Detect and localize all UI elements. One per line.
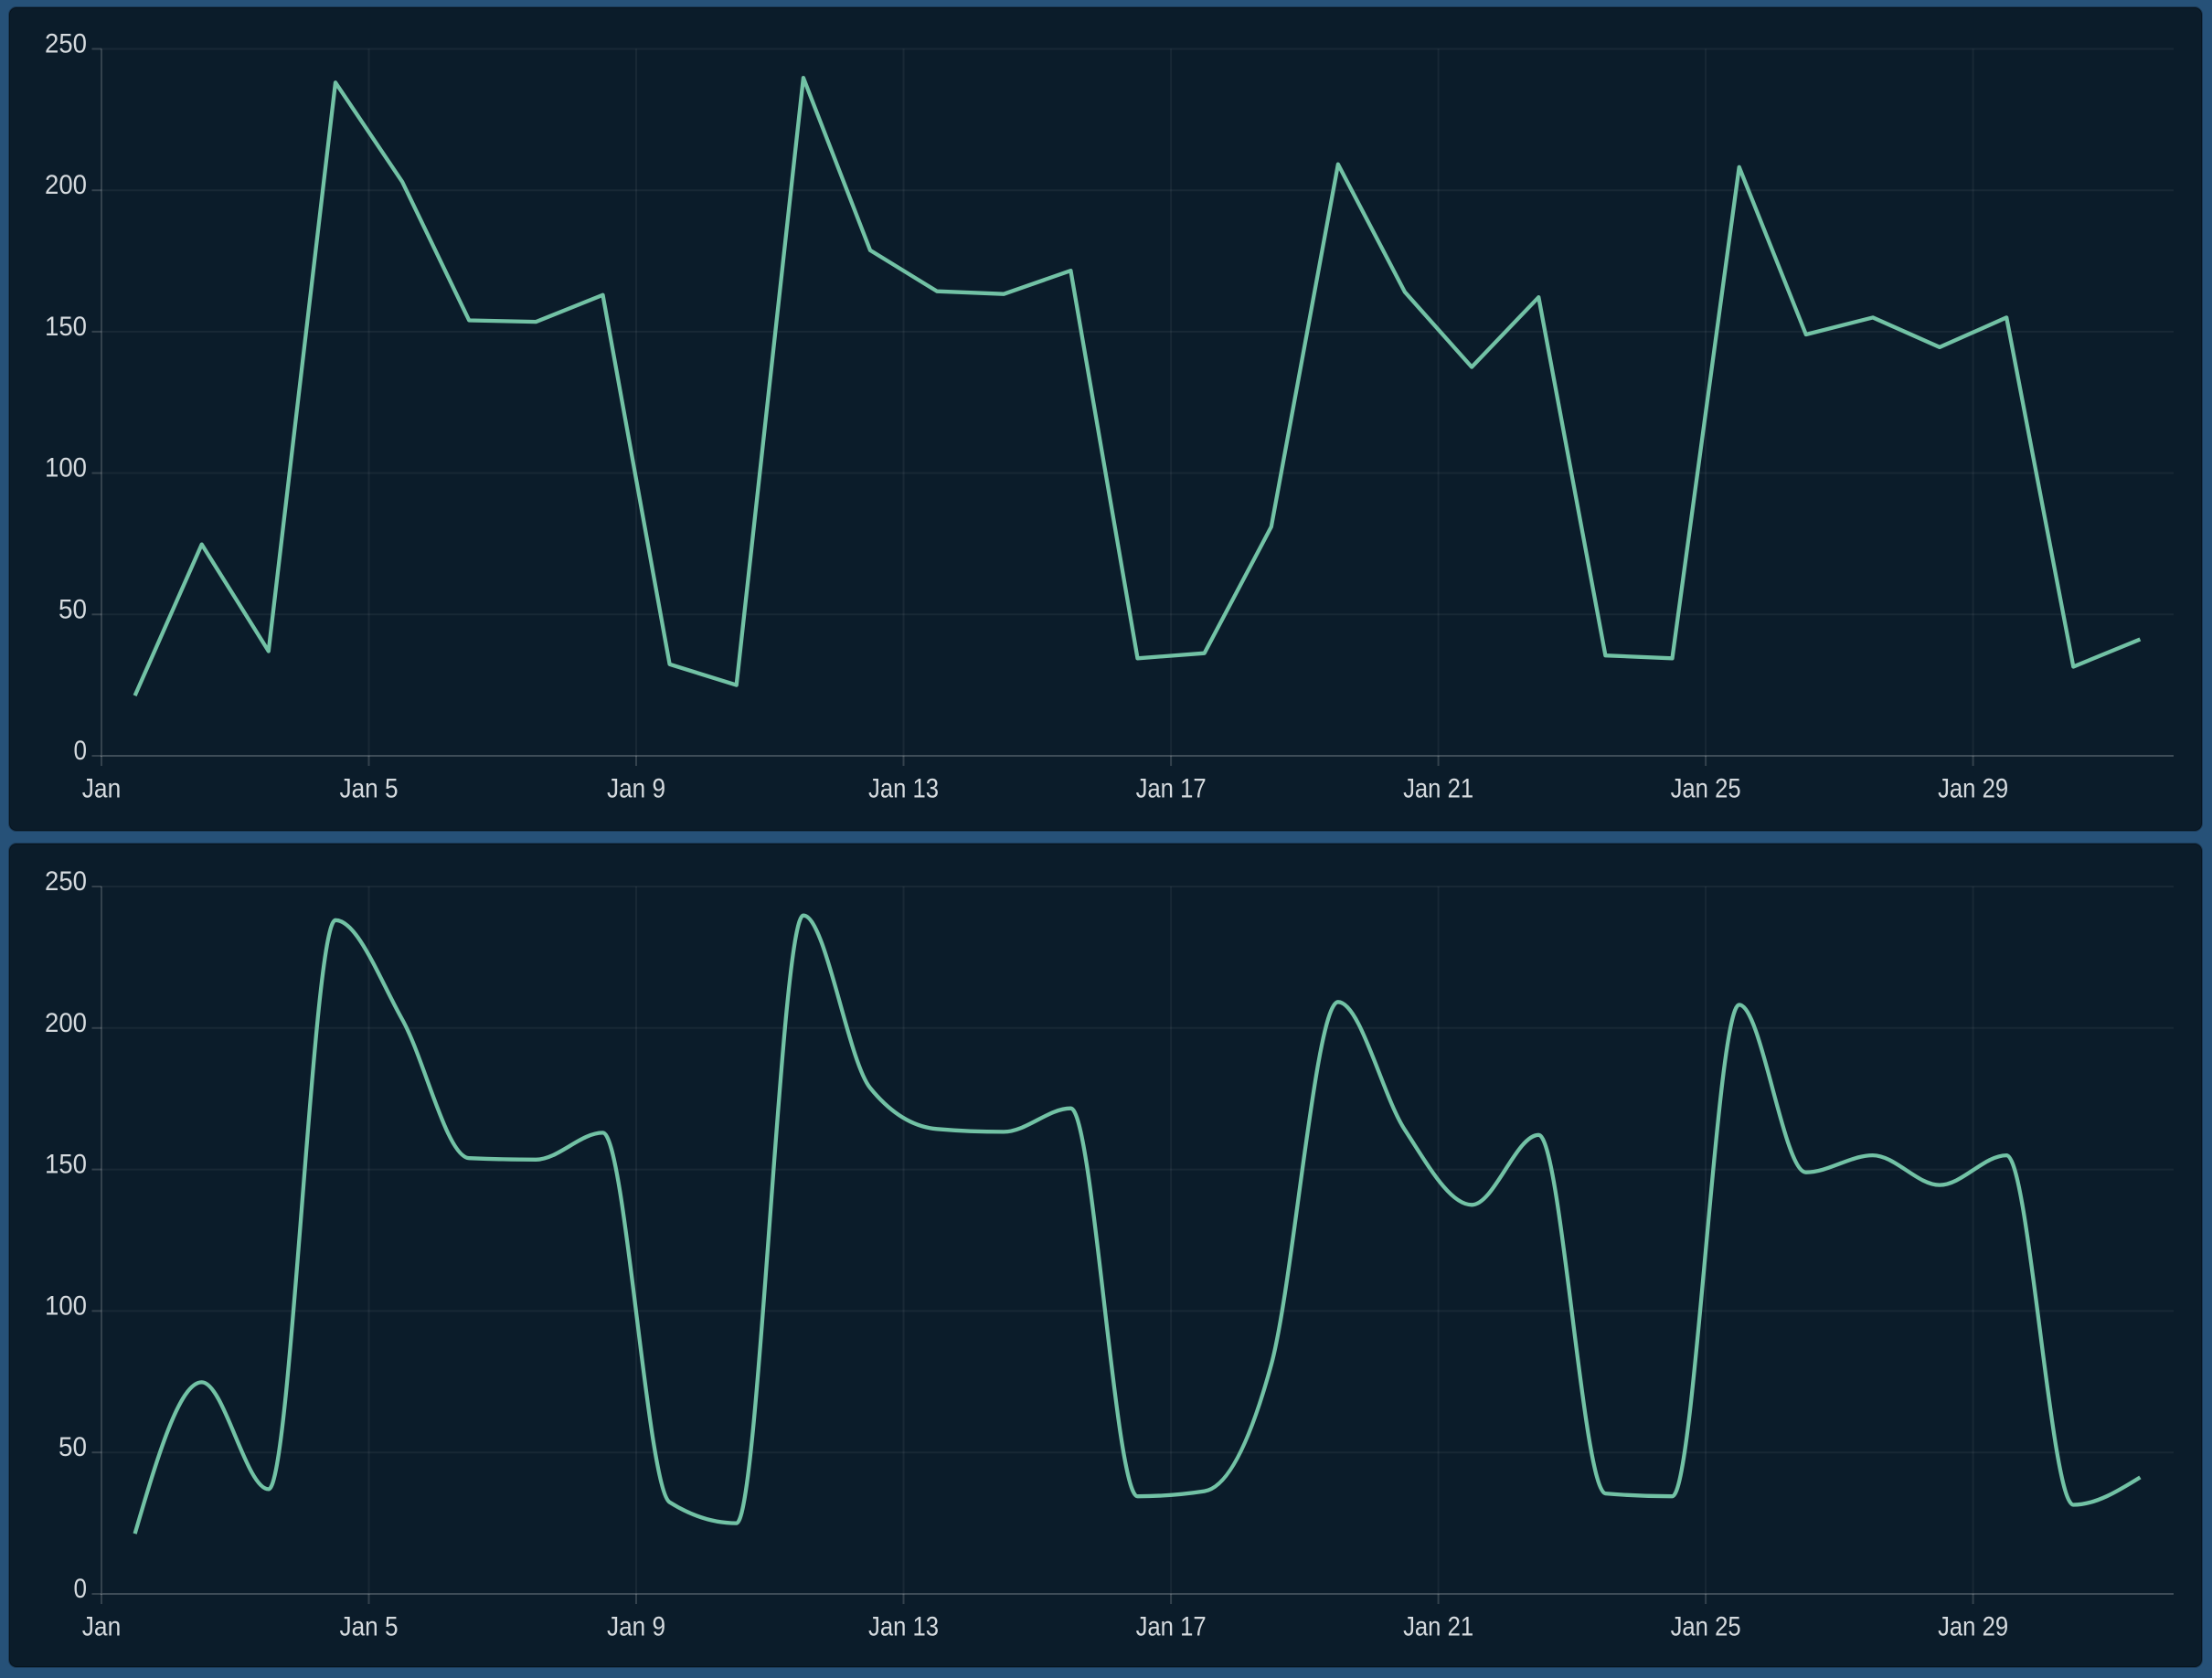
svg-text:Jan 5: Jan 5	[340, 774, 399, 804]
svg-text:Jan 25: Jan 25	[1671, 774, 1741, 804]
svg-text:Jan 5: Jan 5	[340, 1612, 399, 1642]
svg-text:200: 200	[45, 170, 87, 200]
svg-text:Jan 21: Jan 21	[1403, 1612, 1473, 1642]
svg-text:Jan 9: Jan 9	[607, 1612, 665, 1642]
svg-text:50: 50	[58, 1432, 87, 1462]
svg-text:100: 100	[45, 453, 87, 483]
svg-text:0: 0	[74, 1574, 88, 1604]
svg-text:Jan 29: Jan 29	[1938, 1612, 2008, 1642]
svg-text:150: 150	[45, 1150, 87, 1180]
svg-text:Jan 13: Jan 13	[868, 774, 939, 804]
svg-text:Jan 29: Jan 29	[1938, 774, 2008, 804]
svg-text:Jan: Jan	[82, 774, 122, 804]
svg-text:Jan 13: Jan 13	[868, 1612, 939, 1642]
svg-text:Jan 21: Jan 21	[1403, 774, 1473, 804]
svg-text:Jan: Jan	[82, 1612, 122, 1642]
svg-text:Jan 17: Jan 17	[1136, 774, 1207, 804]
svg-text:250: 250	[45, 29, 87, 59]
svg-text:Jan 17: Jan 17	[1136, 1612, 1207, 1642]
svg-text:100: 100	[45, 1290, 87, 1321]
svg-text:50: 50	[58, 594, 87, 624]
svg-text:0: 0	[74, 736, 88, 766]
svg-text:Jan 9: Jan 9	[607, 774, 665, 804]
svg-text:150: 150	[45, 312, 87, 342]
svg-text:250: 250	[45, 866, 87, 897]
svg-text:Jan 25: Jan 25	[1671, 1612, 1741, 1642]
svg-text:200: 200	[45, 1008, 87, 1038]
